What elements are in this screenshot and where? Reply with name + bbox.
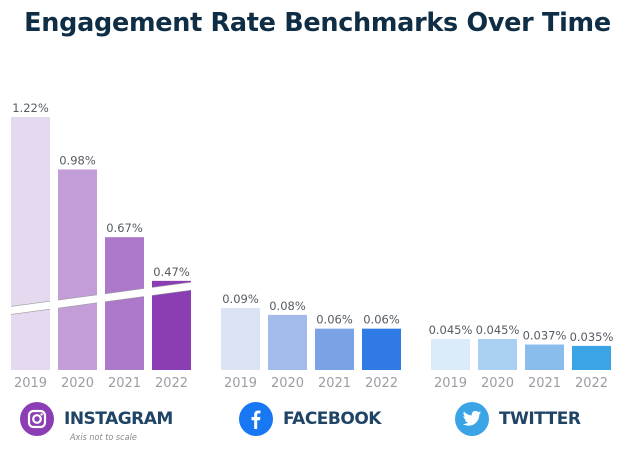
twitter-icon (455, 402, 489, 436)
bar-twitter-2019 (431, 339, 470, 370)
axis-note: Axis not to scale (70, 433, 137, 443)
bar-instagram-2021 (105, 237, 144, 370)
bar-twitter-2022 (572, 345, 611, 370)
axis-break-edge-top (151, 281, 192, 288)
x-tick-facebook-2022: 2022 (365, 376, 398, 391)
x-tick-instagram-2022: 2022 (155, 376, 188, 391)
x-tick-twitter-2020: 2020 (481, 376, 514, 391)
bar-twitter-2020 (478, 339, 517, 370)
data-label-twitter-2022: 0.035% (570, 330, 614, 344)
data-label-facebook-2022: 0.06% (363, 313, 400, 327)
axis-break-edge-top (57, 294, 98, 301)
data-label-twitter-2021: 0.037% (523, 329, 567, 343)
bar-instagram-2020 (58, 169, 97, 370)
x-tick-instagram-2019: 2019 (14, 376, 47, 391)
legend-twitter: TWITTER (455, 402, 581, 436)
bar-facebook-2019 (221, 308, 260, 370)
legend-facebook: FACEBOOK (239, 402, 381, 436)
instagram-icon (20, 402, 54, 436)
axis-break-edge-bottom (57, 302, 98, 309)
data-label-facebook-2020: 0.08% (269, 299, 306, 313)
legend-label-twitter: TWITTER (499, 409, 581, 429)
x-tick-facebook-2021: 2021 (318, 376, 351, 391)
facebook-icon (239, 402, 273, 436)
axis-break-edge-top (104, 288, 145, 295)
legend-instagram: INSTAGRAM (20, 402, 173, 436)
axis-break-edge-top (10, 300, 51, 307)
axis-break-edge-bottom (10, 308, 51, 315)
x-tick-twitter-2019: 2019 (434, 376, 467, 391)
data-label-instagram-2019: 1.22% (12, 101, 49, 115)
x-tick-twitter-2022: 2022 (575, 376, 608, 391)
bar-facebook-2020 (268, 314, 307, 370)
x-tick-instagram-2020: 2020 (61, 376, 94, 391)
legend-label-instagram: INSTAGRAM (64, 409, 173, 429)
data-label-instagram-2022: 0.47% (153, 265, 190, 279)
data-label-twitter-2019: 0.045% (429, 323, 473, 337)
bar-twitter-2021 (525, 344, 564, 370)
axis-break-instagram (7, 281, 195, 315)
bar-facebook-2022 (362, 328, 401, 370)
bar-facebook-2021 (315, 328, 354, 370)
x-tick-facebook-2020: 2020 (271, 376, 304, 391)
x-tick-twitter-2021: 2021 (528, 376, 561, 391)
data-label-facebook-2021: 0.06% (316, 313, 353, 327)
axis-break-edge-bottom (151, 289, 192, 296)
chart-title: Engagement Rate Benchmarks Over Time (24, 8, 611, 38)
bar-instagram-2019 (11, 117, 50, 370)
x-tick-facebook-2019: 2019 (224, 376, 257, 391)
legend-label-facebook: FACEBOOK (283, 409, 381, 429)
axis-break-edge-bottom (104, 296, 145, 303)
x-tick-instagram-2021: 2021 (108, 376, 141, 391)
data-label-twitter-2020: 0.045% (476, 323, 520, 337)
data-label-instagram-2021: 0.67% (106, 221, 143, 235)
data-label-facebook-2019: 0.09% (222, 292, 259, 306)
bar-instagram-2022 (152, 280, 191, 370)
data-label-instagram-2020: 0.98% (59, 153, 96, 167)
